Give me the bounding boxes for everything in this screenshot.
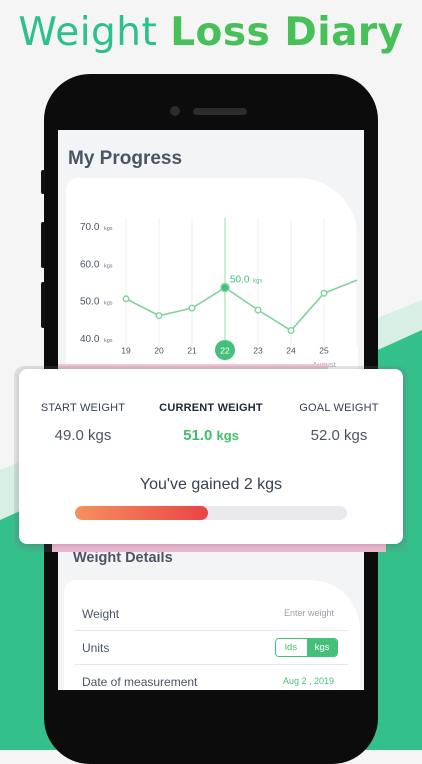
gain-progress-fill xyxy=(75,506,209,520)
data-point xyxy=(122,295,130,303)
headline: Weight Loss Diary xyxy=(0,10,422,55)
y-tick-label: 50.0 xyxy=(80,297,100,308)
y-tick-unit: kgs xyxy=(104,338,113,344)
data-point xyxy=(188,304,196,312)
phone-side-button xyxy=(41,170,45,194)
x-tick-label: 25 xyxy=(319,346,329,356)
phone-volume-up xyxy=(41,222,45,268)
current-weight-value-line: 51.0 kgs xyxy=(147,427,275,444)
y-tick-unit: kgs xyxy=(104,263,113,269)
units-kgs-option[interactable]: kgs xyxy=(307,639,337,656)
units-row: Units lds kgs xyxy=(75,631,348,665)
weight-stats-card: START WEIGHT 49.0 kgs CURRENT WEIGHT 51.… xyxy=(19,369,403,544)
data-point xyxy=(254,306,262,314)
tooltip-value: 50.0 xyxy=(230,275,250,286)
x-tick-label: 19 xyxy=(121,346,131,356)
x-tick-label: 23 xyxy=(253,346,263,356)
goal-weight-value: 52.0 xyxy=(310,427,340,444)
date-value[interactable]: Aug 2 , 2019 xyxy=(282,676,334,686)
current-weight-label: CURRENT WEIGHT xyxy=(159,402,263,414)
gain-message: You've gained 2 kgs xyxy=(139,476,283,493)
selected-day-marker xyxy=(215,340,235,360)
weight-row[interactable]: Weight Enter weight xyxy=(75,597,348,631)
data-point xyxy=(287,327,295,335)
weight-label: Weight xyxy=(82,607,120,621)
y-tick-label: 70.0 xyxy=(80,222,100,233)
units-label: Units xyxy=(82,641,110,655)
page-title: My Progress xyxy=(68,148,183,169)
current-weight-stat: CURRENT WEIGHT 51.0 kgs xyxy=(147,402,275,444)
phone-volume-down xyxy=(41,282,45,328)
card-accent-top xyxy=(58,364,328,370)
y-tick-unit: kgs xyxy=(104,301,113,307)
data-point xyxy=(220,282,230,293)
start-weight-value-line: 49.0 kgs xyxy=(19,427,147,444)
current-weight-value: 51.0 xyxy=(183,427,213,444)
start-weight-label: START WEIGHT xyxy=(40,402,126,414)
weight-input[interactable]: Enter weight xyxy=(283,608,334,618)
weight-series-line xyxy=(125,279,358,332)
y-tick-unit: kgs xyxy=(104,226,113,232)
weight-details-title: Weight Details xyxy=(73,550,173,566)
date-row[interactable]: Date of measurement Aug 2 , 2019 xyxy=(75,665,348,690)
data-point xyxy=(155,312,163,320)
y-tick-label: 60.0 xyxy=(80,259,100,270)
date-label: Date of measurement xyxy=(82,675,198,689)
x-tick-label: 22 xyxy=(220,346,230,356)
weight-details-card xyxy=(64,580,360,690)
start-weight-value: 49.0 xyxy=(54,427,84,444)
phone-speaker xyxy=(193,108,247,115)
x-tick-label: 20 xyxy=(154,346,164,356)
goal-weight-unit: kgs xyxy=(344,427,368,444)
start-weight-unit: kgs xyxy=(88,427,112,444)
tooltip-unit: kgs xyxy=(253,279,262,285)
units-lbs-option[interactable]: lds xyxy=(276,639,306,656)
units-toggle[interactable]: lds kgs xyxy=(275,638,338,657)
goal-weight-value-line: 52.0 kgs xyxy=(275,427,403,444)
goal-weight-stat: GOAL WEIGHT 52.0 kgs xyxy=(275,402,403,444)
phone-camera xyxy=(170,106,180,116)
goal-weight-label: GOAL WEIGHT xyxy=(299,402,379,414)
start-weight-stat: START WEIGHT 49.0 kgs xyxy=(19,402,147,444)
x-tick-label: 21 xyxy=(187,346,197,356)
headline-part1: Weight xyxy=(18,10,158,55)
data-point xyxy=(320,289,328,297)
y-tick-label: 40.0 xyxy=(80,334,100,345)
x-tick-label: 24 xyxy=(286,346,296,356)
headline-part2: Loss Diary xyxy=(170,10,404,55)
gain-progress-bar xyxy=(75,506,347,520)
current-weight-unit: kgs xyxy=(216,428,239,443)
